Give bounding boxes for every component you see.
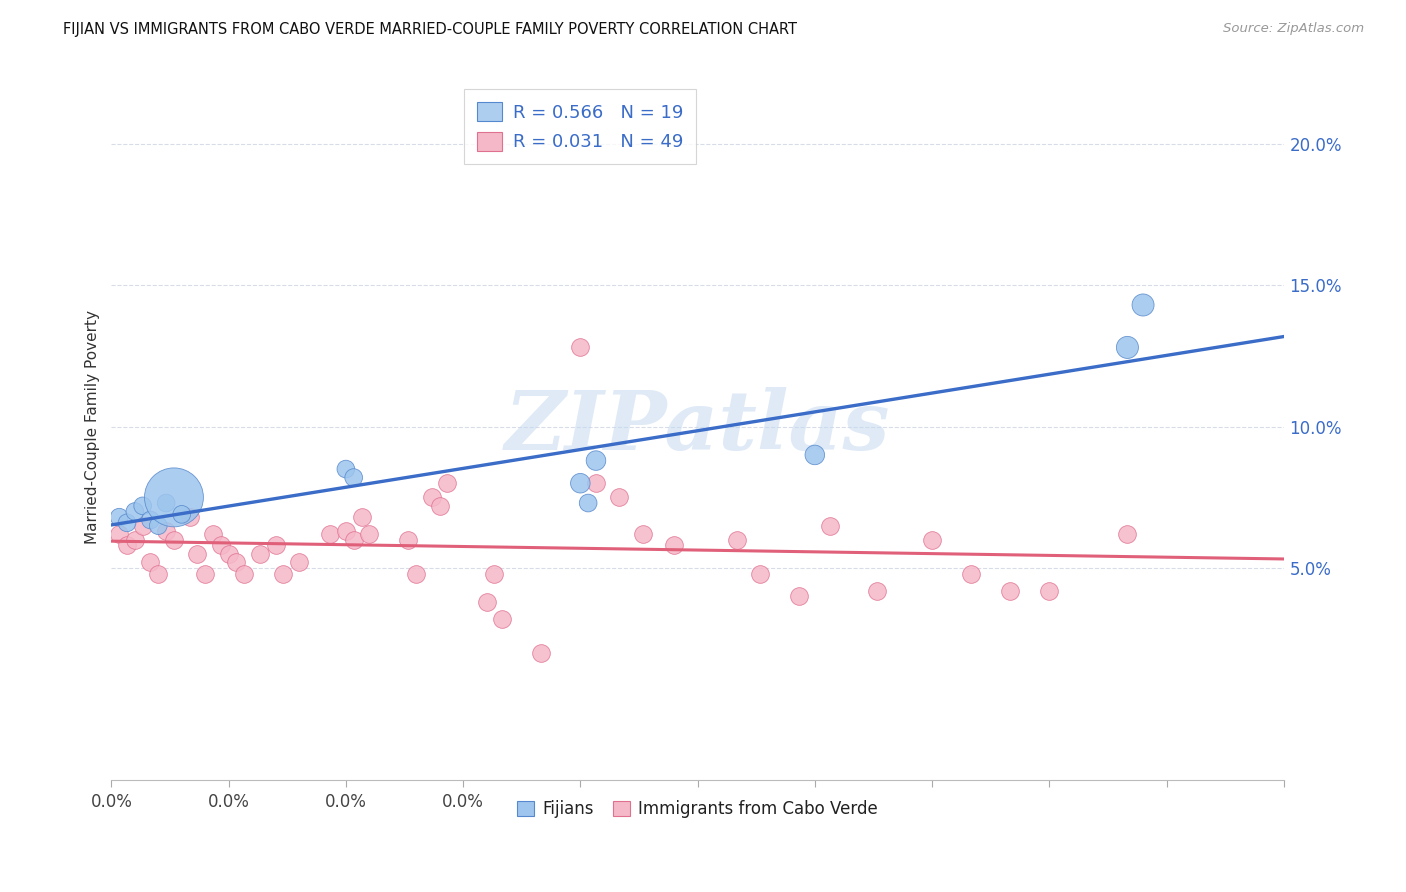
Text: FIJIAN VS IMMIGRANTS FROM CABO VERDE MARRIED-COUPLE FAMILY POVERTY CORRELATION C: FIJIAN VS IMMIGRANTS FROM CABO VERDE MAR…	[63, 22, 797, 37]
Text: ZIPatlas: ZIPatlas	[505, 386, 890, 467]
Point	[163, 533, 186, 547]
Point	[820, 518, 842, 533]
Point	[131, 518, 153, 533]
Point	[405, 566, 427, 581]
Point	[804, 448, 827, 462]
Point	[530, 646, 553, 660]
Point	[1038, 583, 1060, 598]
Point	[148, 518, 170, 533]
Point	[225, 556, 247, 570]
Point	[319, 527, 342, 541]
Point	[585, 453, 607, 467]
Point	[1116, 527, 1139, 541]
Point	[249, 547, 271, 561]
Point	[960, 566, 983, 581]
Point	[108, 527, 131, 541]
Point	[124, 533, 146, 547]
Point	[585, 476, 607, 491]
Point	[1132, 298, 1154, 312]
Legend: Fijians, Immigrants from Cabo Verde: Fijians, Immigrants from Cabo Verde	[510, 794, 884, 825]
Point	[139, 513, 162, 527]
Point	[484, 566, 506, 581]
Point	[233, 566, 256, 581]
Point	[343, 470, 366, 484]
Point	[350, 510, 373, 524]
Point	[209, 539, 232, 553]
Point	[359, 527, 381, 541]
Point	[569, 476, 592, 491]
Point	[218, 547, 240, 561]
Point	[420, 491, 443, 505]
Point	[202, 527, 225, 541]
Point	[609, 491, 631, 505]
Point	[475, 595, 498, 609]
Point	[148, 566, 170, 581]
Point	[186, 547, 208, 561]
Point	[569, 340, 592, 354]
Point	[1116, 340, 1139, 354]
Y-axis label: Married-Couple Family Poverty: Married-Couple Family Poverty	[86, 310, 100, 543]
Point	[396, 533, 419, 547]
Point	[749, 566, 772, 581]
Point	[725, 533, 748, 547]
Point	[273, 566, 295, 581]
Point	[163, 491, 186, 505]
Point	[139, 556, 162, 570]
Point	[170, 508, 193, 522]
Point	[115, 539, 138, 553]
Point	[631, 527, 654, 541]
Point	[343, 533, 366, 547]
Point	[155, 524, 177, 539]
Point	[429, 499, 451, 513]
Point	[288, 556, 311, 570]
Point	[131, 499, 153, 513]
Point	[491, 612, 513, 626]
Point	[194, 566, 217, 581]
Point	[866, 583, 889, 598]
Point	[335, 524, 357, 539]
Point	[576, 496, 599, 510]
Point	[179, 510, 201, 524]
Point	[124, 504, 146, 518]
Point	[921, 533, 943, 547]
Point	[662, 539, 685, 553]
Point	[335, 462, 357, 476]
Point	[115, 516, 138, 530]
Point	[264, 539, 287, 553]
Point	[108, 510, 131, 524]
Point	[787, 590, 810, 604]
Point	[436, 476, 458, 491]
Point	[155, 496, 177, 510]
Point	[998, 583, 1021, 598]
Text: Source: ZipAtlas.com: Source: ZipAtlas.com	[1223, 22, 1364, 36]
